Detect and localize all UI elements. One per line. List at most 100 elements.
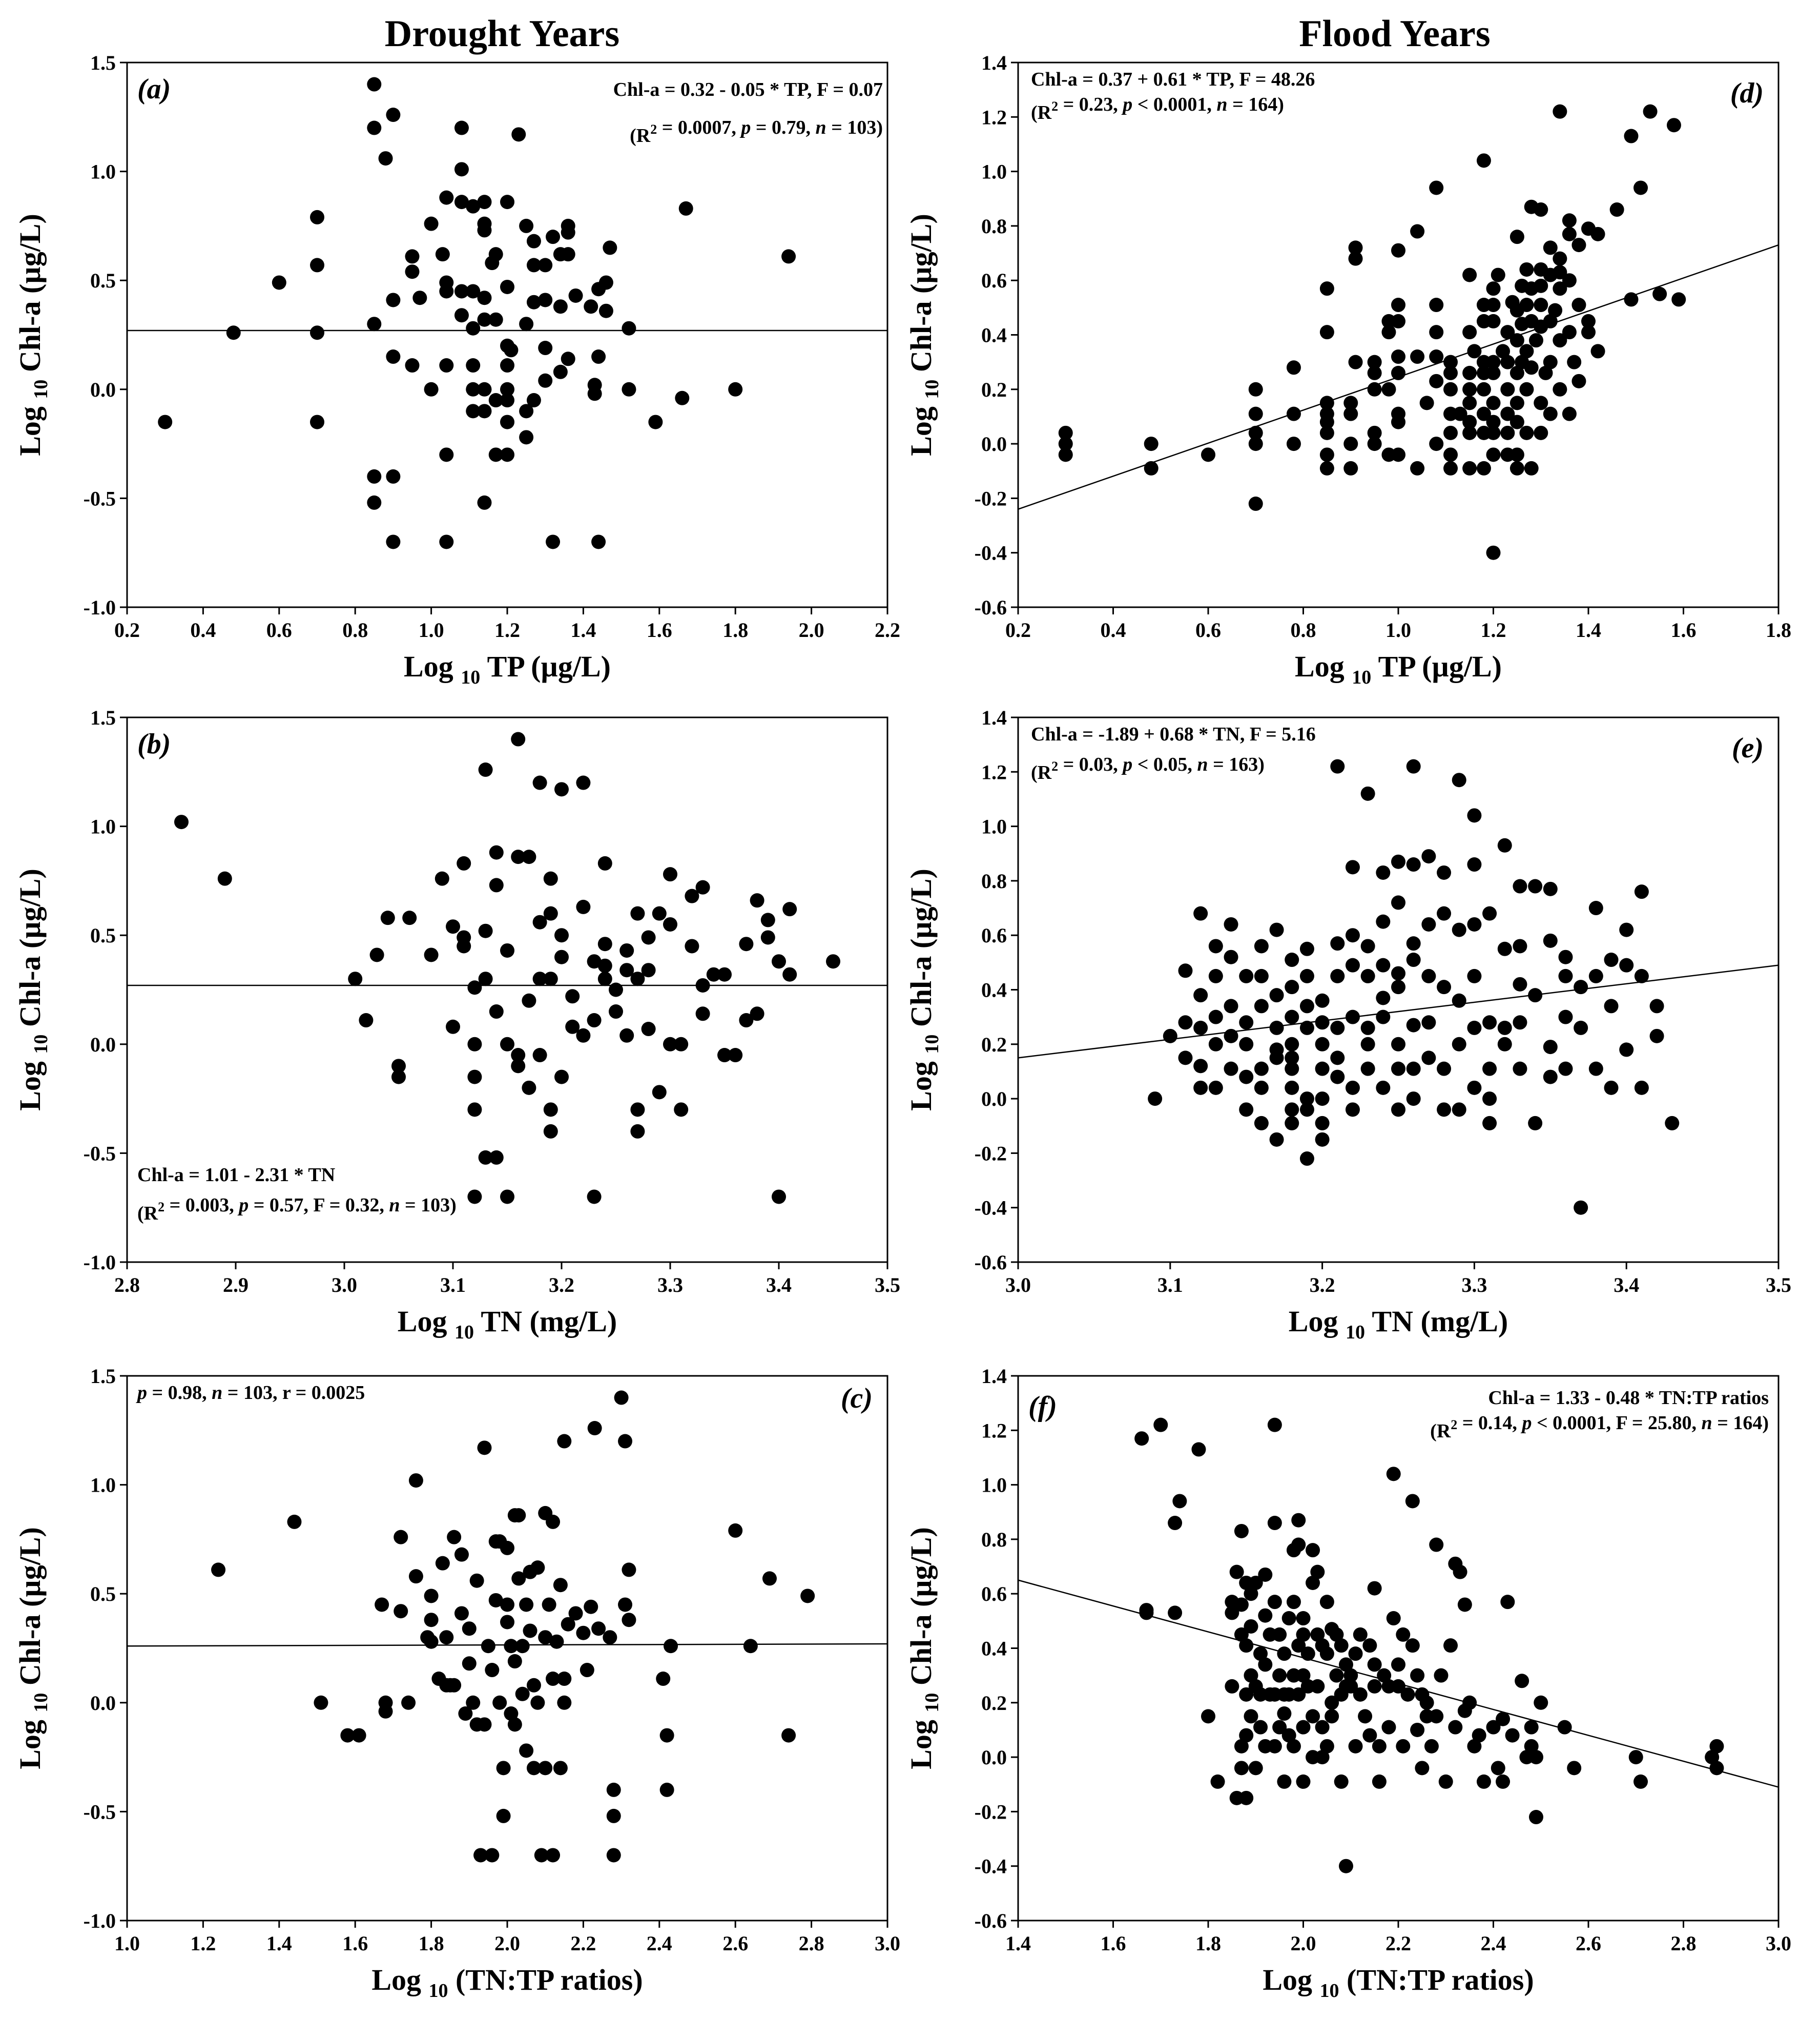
- data-point: [1671, 292, 1686, 307]
- data-point: [1574, 1200, 1588, 1215]
- data-point: [1543, 355, 1558, 369]
- panel-c: 1.0 1.2 1.4 1.6 1.8 2.0 2.2 2.4 2.6 2.8 3.0 -1.0 -0.…: [13, 1365, 900, 2002]
- data-point: [477, 382, 492, 397]
- data-point: [1234, 1523, 1249, 1538]
- data-point: [618, 1597, 633, 1612]
- data-point: [1239, 1790, 1254, 1805]
- data-point: [728, 382, 743, 397]
- data-point: [507, 1654, 522, 1669]
- data-point: [1248, 437, 1263, 451]
- data-point: [1524, 461, 1539, 476]
- panel-b: 2.8 2.9 3.0 3.1 3.2 3.3 3.4 3.5 -1.0 -0.5 0.0 0.5 1.…: [13, 706, 900, 1343]
- x-tick-label: 1.6: [1101, 1932, 1126, 1955]
- data-point: [554, 950, 569, 964]
- data-point: [1299, 968, 1314, 983]
- y-tick-label: 0.6: [981, 269, 1007, 292]
- data-point: [310, 415, 324, 429]
- data-point: [1391, 1037, 1405, 1051]
- data-point: [1334, 1638, 1349, 1653]
- data-point: [659, 1782, 674, 1797]
- data-point: [1330, 936, 1345, 951]
- data-point: [587, 386, 602, 401]
- data-point: [1553, 265, 1567, 280]
- data-point: [1334, 1774, 1349, 1789]
- data-point: [1429, 349, 1444, 364]
- x-tick-label: 3.0: [875, 1932, 900, 1955]
- data-point: [1462, 325, 1477, 340]
- data-point: [606, 1782, 621, 1797]
- data-point: [1396, 1739, 1411, 1754]
- data-point: [1453, 406, 1467, 421]
- data-point: [826, 954, 840, 969]
- data-point: [1367, 1657, 1382, 1672]
- data-point: [1372, 1739, 1387, 1754]
- data-point: [1406, 936, 1421, 951]
- data-point: [1360, 1037, 1375, 1051]
- data-point: [1345, 1009, 1360, 1024]
- data-point: [1325, 1695, 1339, 1710]
- y-tick-label: 0.5: [90, 269, 116, 292]
- data-point: [1528, 1810, 1543, 1825]
- data-point: [597, 856, 612, 871]
- data-point: [1486, 281, 1501, 296]
- data-point: [1277, 1706, 1292, 1721]
- data-point: [1500, 425, 1515, 440]
- data-point: [1643, 104, 1658, 119]
- data-point: [500, 279, 514, 294]
- data-point: [526, 393, 541, 408]
- stats-annotation: (R2 = 0.003, p = 0.57, F = 0.32, n = 103…: [137, 1194, 457, 1224]
- data-point: [1528, 988, 1543, 1003]
- data-point: [1286, 437, 1301, 451]
- panel-a: 0.2 0.4 0.6 0.8 1.0 1.2 1.4 1.6 1.8 2.0 2.2 -1.0 -0.…: [13, 51, 900, 688]
- data-point: [492, 1695, 507, 1710]
- data-point: [1476, 1774, 1491, 1789]
- x-axis-label: Log 10 (TN:TP ratios): [1263, 1963, 1534, 2002]
- data-point: [561, 352, 575, 366]
- stats-annotation: Chl-a = 0.32 - 0.05 * TP, F = 0.07: [613, 79, 883, 100]
- data-point: [743, 1639, 758, 1654]
- y-tick-label: 0.4: [981, 324, 1007, 347]
- x-tick-label: 1.2: [1481, 618, 1506, 642]
- data-point: [587, 954, 602, 969]
- data-point: [1360, 1020, 1375, 1035]
- data-point: [622, 1613, 636, 1627]
- data-point: [1329, 1668, 1344, 1683]
- data-point: [538, 373, 553, 388]
- data-point: [1306, 1575, 1320, 1590]
- data-point: [1553, 104, 1567, 119]
- data-point: [522, 850, 536, 864]
- data-point: [1193, 906, 1208, 921]
- data-point: [1367, 425, 1382, 440]
- data-point: [1376, 865, 1391, 880]
- data-point: [1267, 1516, 1282, 1531]
- data-point: [359, 1013, 374, 1028]
- data-point: [526, 234, 541, 249]
- data-point: [532, 1048, 547, 1063]
- data-point: [546, 230, 561, 244]
- x-tick-label: 1.2: [494, 618, 520, 642]
- data-point: [1500, 382, 1515, 397]
- data-point: [648, 415, 663, 429]
- data-point: [1443, 425, 1458, 440]
- x-tick-label: 1.6: [647, 618, 672, 642]
- data-point: [435, 871, 449, 886]
- data-point: [1296, 1720, 1311, 1735]
- y-tick-label: 1.4: [981, 1365, 1007, 1388]
- data-point: [598, 303, 613, 318]
- data-point: [739, 937, 754, 952]
- data-point: [1633, 1774, 1648, 1789]
- data-point: [1319, 281, 1334, 296]
- data-point: [739, 1013, 754, 1028]
- x-axis-label: Log 10 TP (µg/L): [404, 650, 611, 688]
- data-point: [1306, 1543, 1320, 1558]
- data-point: [1538, 365, 1553, 380]
- y-tick-label: 1.2: [981, 760, 1007, 783]
- data-point: [1476, 406, 1491, 421]
- data-point: [526, 1761, 541, 1776]
- data-point: [1419, 1695, 1434, 1710]
- data-point: [1406, 1061, 1421, 1076]
- data-point: [1534, 278, 1548, 293]
- stats-annotation: (R2 = 0.23, p < 0.0001, n = 164): [1031, 94, 1284, 123]
- data-point: [1299, 999, 1314, 1014]
- data-point: [1482, 906, 1497, 921]
